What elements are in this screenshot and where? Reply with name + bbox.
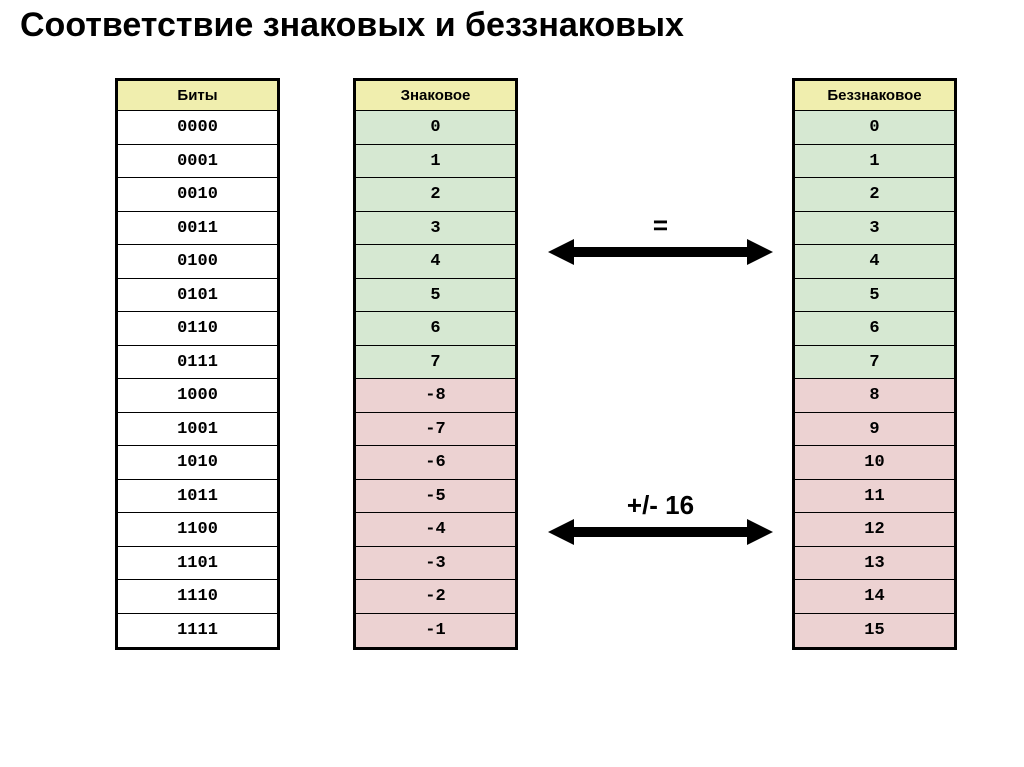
unsigned-cell: 4 xyxy=(795,245,954,279)
equal-arrow-group: = xyxy=(548,210,773,270)
signed-cell: -5 xyxy=(356,480,515,514)
unsigned-cell: 14 xyxy=(795,580,954,614)
signed-cell: -7 xyxy=(356,413,515,447)
bits-cell: 0110 xyxy=(118,312,277,346)
bits-cell: 1110 xyxy=(118,580,277,614)
unsigned-cell: 10 xyxy=(795,446,954,480)
unsigned-cell: 8 xyxy=(795,379,954,413)
signed-cell: 7 xyxy=(356,346,515,380)
signed-header: Знаковое xyxy=(356,81,515,111)
double-arrow-icon xyxy=(548,237,773,267)
bits-table: Биты 00000001001000110100010101100111100… xyxy=(115,78,280,650)
offset-arrow-group: +/- 16 xyxy=(548,490,773,550)
bits-cell: 1100 xyxy=(118,513,277,547)
bits-cell: 1011 xyxy=(118,480,277,514)
unsigned-cell: 6 xyxy=(795,312,954,346)
unsigned-cell: 2 xyxy=(795,178,954,212)
unsigned-cell: 15 xyxy=(795,614,954,648)
bits-cell: 0000 xyxy=(118,111,277,145)
bits-cell: 1001 xyxy=(118,413,277,447)
signed-cell: -1 xyxy=(356,614,515,648)
bits-cell: 1101 xyxy=(118,547,277,581)
bits-cell: 1000 xyxy=(118,379,277,413)
page-title: Соответствие знаковых и беззнаковых xyxy=(20,6,684,45)
unsigned-cell: 3 xyxy=(795,212,954,246)
unsigned-cell: 11 xyxy=(795,480,954,514)
bits-cell: 0100 xyxy=(118,245,277,279)
signed-cell: 1 xyxy=(356,145,515,179)
unsigned-cell: 5 xyxy=(795,279,954,313)
signed-cell: 4 xyxy=(356,245,515,279)
unsigned-cell: 7 xyxy=(795,346,954,380)
bits-cell: 1010 xyxy=(118,446,277,480)
bits-cell: 0010 xyxy=(118,178,277,212)
unsigned-cell: 12 xyxy=(795,513,954,547)
signed-cell: 6 xyxy=(356,312,515,346)
signed-cell: 5 xyxy=(356,279,515,313)
unsigned-cell: 13 xyxy=(795,547,954,581)
unsigned-header: Беззнаковое xyxy=(795,81,954,111)
signed-cell: -8 xyxy=(356,379,515,413)
bits-header: Биты xyxy=(118,81,277,111)
unsigned-cell: 1 xyxy=(795,145,954,179)
bits-cell: 0001 xyxy=(118,145,277,179)
signed-cell: 0 xyxy=(356,111,515,145)
unsigned-cell: 9 xyxy=(795,413,954,447)
double-arrow-icon xyxy=(548,517,773,547)
signed-cell: -4 xyxy=(356,513,515,547)
signed-table: Знаковое 01234567-8-7-6-5-4-3-2-1 xyxy=(353,78,518,650)
signed-cell: -3 xyxy=(356,547,515,581)
unsigned-table: Беззнаковое 0123456789101112131415 xyxy=(792,78,957,650)
signed-cell: 2 xyxy=(356,178,515,212)
bits-cell: 0101 xyxy=(118,279,277,313)
bits-cell: 1111 xyxy=(118,614,277,648)
bits-cell: 0011 xyxy=(118,212,277,246)
signed-cell: 3 xyxy=(356,212,515,246)
unsigned-cell: 0 xyxy=(795,111,954,145)
signed-cell: -2 xyxy=(356,580,515,614)
signed-cell: -6 xyxy=(356,446,515,480)
bits-cell: 0111 xyxy=(118,346,277,380)
